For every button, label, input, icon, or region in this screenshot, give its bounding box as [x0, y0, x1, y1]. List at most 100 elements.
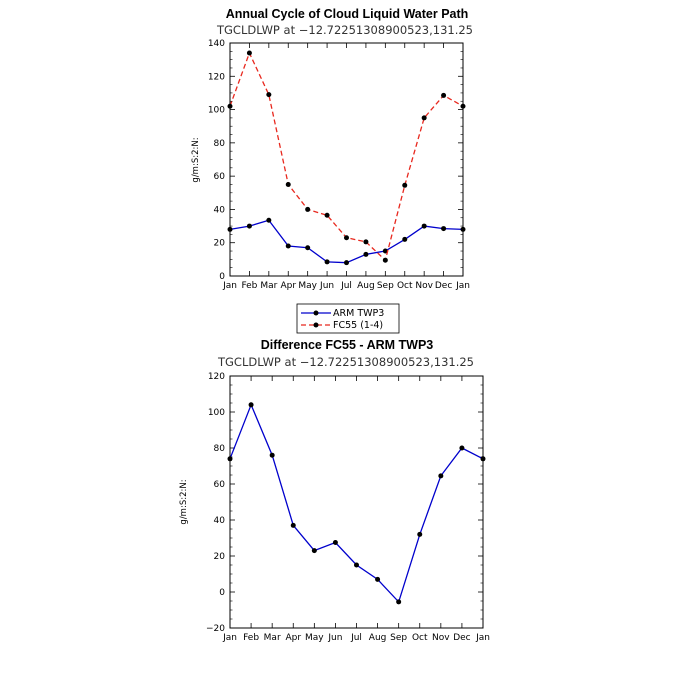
- chart1-title: Annual Cycle of Cloud Liquid Water Path: [226, 7, 469, 21]
- chart1-series-0-point: [285, 243, 291, 249]
- chart1-frame: [229, 42, 464, 277]
- chart1-ytick-label: 100: [208, 106, 225, 116]
- chart1-series-0-point: [344, 260, 349, 266]
- legend-box: [296, 303, 400, 334]
- chart2-plot: −20 0 20 40 60 80 100 120 Jan Feb Mar Apr May Jun Jul A…: [206, 372, 490, 643]
- chart1-series-0-point: [324, 259, 330, 265]
- chart2-xtick-label: Jul: [350, 633, 362, 643]
- chart1-xtick-label: Nov: [415, 281, 433, 291]
- chart2-ytick-label: 80: [214, 444, 226, 454]
- chart1-xtick-label: Dec: [435, 281, 452, 291]
- chart2-series-0-point: [438, 473, 444, 479]
- chart1-series-0-point: [363, 251, 369, 257]
- chart1-ytick-label: 20: [214, 239, 226, 249]
- chart1-ytick-label: 0: [219, 272, 225, 282]
- chart2-ytick-label: 0: [219, 588, 225, 598]
- chart1-ytick-label: 140: [208, 39, 225, 49]
- chart2-xtick-label: Jan: [475, 633, 490, 643]
- chart2-xtick-label: May: [305, 633, 324, 643]
- chart2-xtick-label: Feb: [243, 633, 259, 643]
- chart1-ytick-label: 120: [208, 72, 225, 82]
- chart1-xtick-label: Oct: [397, 281, 413, 291]
- chart1-xtick-label: Aug: [357, 281, 375, 291]
- chart2-xtick-label: Jan: [222, 633, 237, 643]
- legend-fc55-marker: [313, 322, 319, 328]
- chart2-ytick-label: 40: [214, 516, 226, 526]
- chart2-series-0-point: [290, 522, 296, 528]
- chart2-xtick-label: Jun: [327, 633, 342, 643]
- chart2-series-0-point: [459, 445, 465, 451]
- chart2-xtick-label: Sep: [390, 633, 407, 643]
- chart1-series-1-point: [266, 92, 272, 98]
- chart2-series-0-point: [375, 576, 381, 582]
- chart1-ylabel: g/m:S:2:N:: [191, 137, 201, 182]
- chart1-subtitle: TGCLDLWP at −12.72251308900523,131.25: [216, 23, 473, 37]
- chart2-xtick-label: Dec: [453, 633, 470, 643]
- legend-arm-marker: [313, 310, 319, 316]
- chart2-series-0-point: [227, 456, 233, 462]
- legend-fc55-label: FC55 (1-4): [333, 320, 383, 331]
- chart1-ytick-label: 60: [214, 172, 226, 182]
- chart1-xtick-label: Jun: [319, 281, 334, 291]
- chart1-xtick-label: Mar: [260, 281, 277, 291]
- chart1-series-0-line: [229, 219, 464, 264]
- chart1-series-1-point: [402, 182, 408, 188]
- chart2-ylabel: g/m:S:2:N:: [179, 479, 189, 524]
- chart2-ytick-label: 100: [208, 408, 225, 418]
- chart1-series-1-point: [441, 92, 447, 98]
- chart1-xtick-label: Feb: [241, 281, 257, 291]
- chart1-series-1-point: [285, 181, 291, 187]
- chart1-series-1-point: [460, 103, 466, 109]
- chart1-legend: ARM TWP3 FC55 (1-4): [296, 303, 400, 334]
- chart1-series-0-point: [246, 223, 252, 229]
- chart2-title: Difference FC55 - ARM TWP3: [261, 338, 434, 352]
- chart2-ytick-label: 120: [208, 372, 225, 382]
- chart1-series-0-point: [382, 248, 388, 254]
- chart1-series-0-point: [227, 226, 233, 232]
- chart2-series-0-point: [480, 456, 486, 462]
- chart2-series-0-point: [311, 548, 317, 554]
- chart2-series-0-point: [417, 531, 423, 537]
- chart2-subtitle: TGCLDLWP at −12.72251308900523,131.25: [217, 355, 474, 369]
- chart2-xtick-label: Mar: [264, 633, 281, 643]
- chart2-xtick-label: Oct: [412, 633, 428, 643]
- chart2-series-0-point: [396, 599, 402, 605]
- chart2-series-0-point: [248, 402, 254, 408]
- chart2-xtick-label: Nov: [432, 633, 450, 643]
- chart1-series-1-point: [305, 206, 311, 212]
- chart1-xtick-label: Jan: [222, 281, 237, 291]
- chart1-series-1-line: [229, 51, 464, 262]
- chart1-series-1-point: [382, 257, 388, 263]
- chart1-series-0-point: [421, 223, 427, 229]
- chart2-series-0-line: [229, 403, 484, 604]
- chart1-series-1-point: [246, 50, 252, 56]
- chart1-series-1-point: [421, 115, 427, 121]
- chart2-ytick-label: 20: [214, 552, 226, 562]
- chart1-series-0-point: [402, 236, 408, 242]
- chart1-series-1-point: [324, 212, 330, 218]
- chart2-xtick-label: Aug: [369, 633, 387, 643]
- chart1-xtick-label: Jul: [340, 281, 352, 291]
- chart2-ytick-label: −20: [206, 624, 225, 634]
- chart2-series-0-point: [354, 562, 359, 568]
- chart1-ytick-label: 40: [214, 205, 226, 215]
- chart1-xtick-label: May: [298, 281, 317, 291]
- chart2-xtick-label: Apr: [285, 633, 301, 643]
- chart1-xtick-label: Sep: [377, 281, 394, 291]
- chart1-xtick-label: Apr: [280, 281, 296, 291]
- chart1-series-0-point: [460, 226, 466, 232]
- chart1-series-1-point: [363, 239, 369, 245]
- chart1-series-1-point: [227, 103, 233, 109]
- chart2-frame: [229, 375, 484, 629]
- chart2-ytick-label: 60: [214, 480, 226, 490]
- chart1-xtick-label: Jan: [455, 281, 470, 291]
- chart1-plot: 0 20 40 60 80 100 120 140 Jan Feb Mar Apr May Jun Jul A…: [208, 39, 470, 291]
- chart1-series-0-point: [305, 245, 311, 251]
- chart2-series-0-point: [269, 452, 275, 458]
- chart1-series-1-point: [344, 235, 349, 241]
- chart2-series-0-point: [332, 540, 338, 545]
- legend-arm-label: ARM TWP3: [333, 308, 384, 319]
- chart1-series-0-point: [266, 217, 272, 223]
- chart1-ytick-label: 80: [214, 139, 226, 149]
